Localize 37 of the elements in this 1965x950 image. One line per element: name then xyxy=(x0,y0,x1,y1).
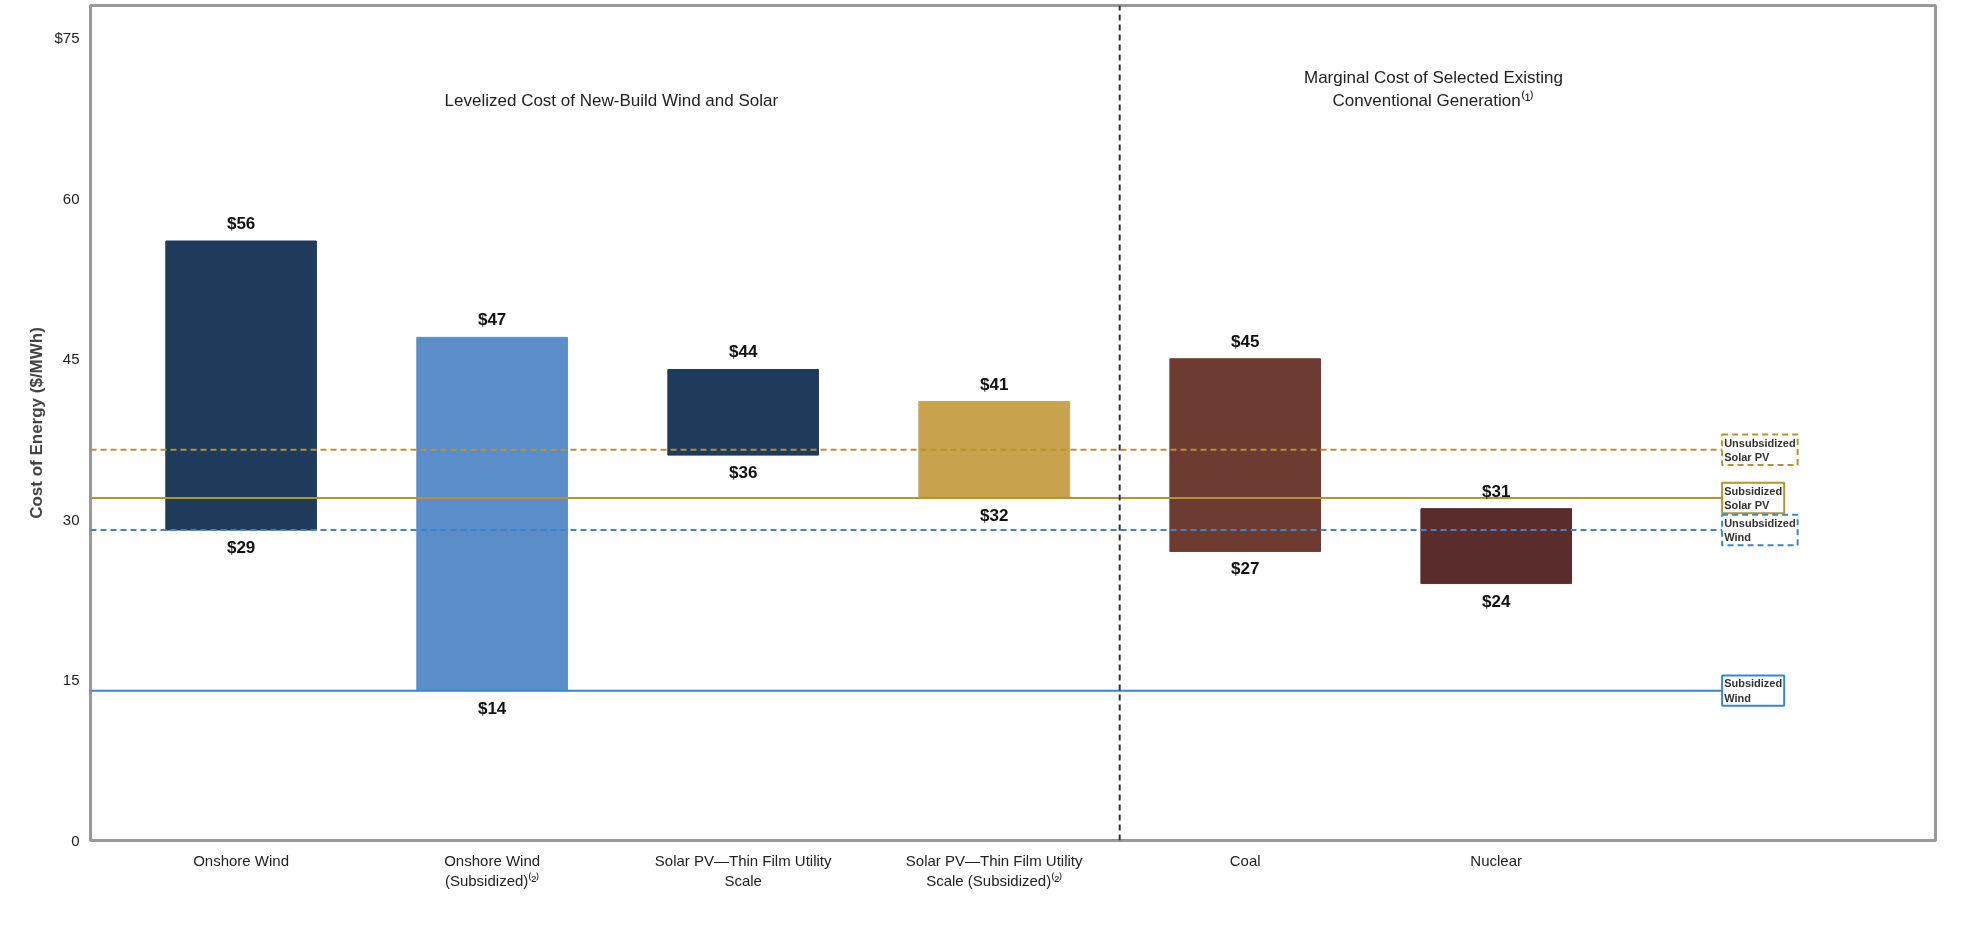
annotation: $47 xyxy=(477,310,507,330)
y-tick-label: 30 xyxy=(62,510,80,528)
y-tick-label: 60 xyxy=(62,189,80,207)
annotation: $56 xyxy=(226,214,256,234)
annotation: $44 xyxy=(728,342,758,362)
annotation: $27 xyxy=(1231,559,1260,579)
bar xyxy=(1169,358,1321,552)
annotation: $29 xyxy=(226,538,256,558)
annotation: $24 xyxy=(1482,591,1511,611)
ref-line-label: Unsubsidized Wind xyxy=(1724,516,1796,544)
ref-line-label: Subsidized Wind xyxy=(1724,677,1783,704)
annotation: $41 xyxy=(979,374,1009,394)
x-tick-label: Nuclear xyxy=(1470,851,1523,869)
annotation: Marginal Cost of Selected Existing Conventional Generation⁽¹⁾ xyxy=(1304,68,1563,110)
x-tick-label: Coal xyxy=(1229,851,1261,869)
y-tick-label: 15 xyxy=(62,671,80,689)
annotation: $36 xyxy=(728,463,758,483)
annotation: $45 xyxy=(1231,331,1260,351)
ref-line-label: Unsubsidized Solar PV xyxy=(1724,436,1796,463)
bar xyxy=(165,240,317,531)
annotation: $14 xyxy=(477,698,507,718)
x-tick-label: Onshore Wind (Subsidized)⁽²⁾ xyxy=(444,851,541,889)
y-tick-label: 0 xyxy=(71,832,80,849)
y-tick-label: 45 xyxy=(62,350,80,368)
bar xyxy=(1420,508,1573,585)
bar xyxy=(416,336,568,692)
ref-line-label: Subsidized Solar PV xyxy=(1724,484,1783,512)
x-tick-label: Solar PV—Thin Film Utility Scale (Subsidized)⁽²⁾ xyxy=(905,851,1084,889)
y-tick-label: $75 xyxy=(54,29,80,47)
bar xyxy=(918,401,1070,499)
bar xyxy=(667,368,819,456)
annotation: Levelized Cost of New-Build Wind and Solar xyxy=(444,90,779,110)
annotation: $32 xyxy=(979,505,1009,525)
y-axis-title: Cost of Energy ($/MWh) xyxy=(27,327,47,519)
annotation: $31 xyxy=(1482,481,1511,501)
x-tick-label: Solar PV—Thin Film Utility Scale xyxy=(654,851,832,889)
x-tick-label: Onshore Wind xyxy=(193,851,290,869)
